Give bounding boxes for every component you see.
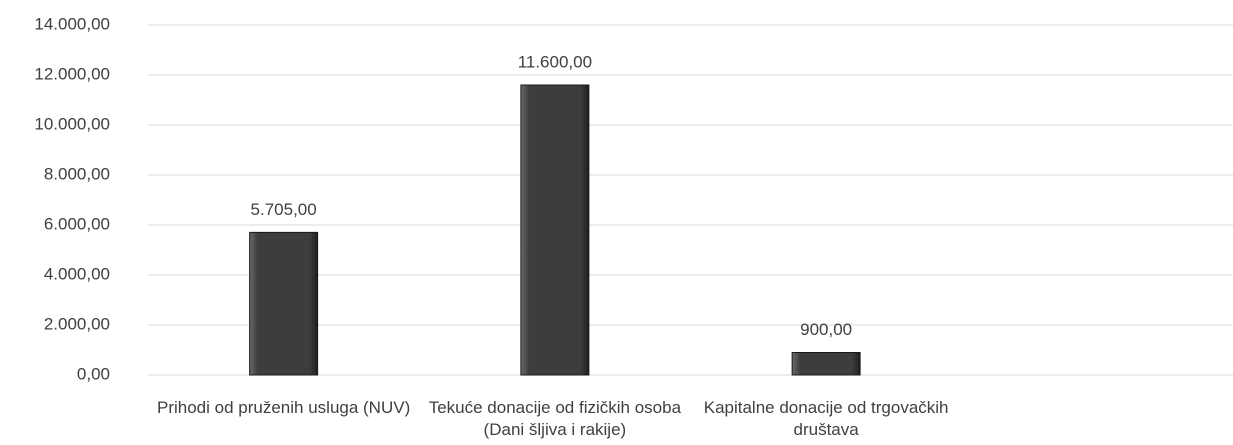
y-tick-label: 8.000,00: [44, 164, 110, 183]
y-tick-label: 0,00: [77, 364, 110, 383]
bar: [249, 231, 319, 376]
y-tick-label: 14.000,00: [34, 14, 110, 33]
bar: [791, 352, 861, 376]
x-tick-label: Tekuće donacije od fizičkih osoba (Dani …: [428, 398, 682, 439]
value-label: 900,00: [800, 320, 852, 339]
x-tick-label: Kapitalne donacije od trgovačkih društav…: [703, 398, 949, 439]
value-label: 11.600,00: [518, 52, 592, 71]
x-tick-label: Prihodi od pruženih usluga (NUV): [157, 398, 411, 417]
y-tick-label: 6.000,00: [44, 214, 110, 233]
y-tick-label: 2.000,00: [44, 314, 110, 333]
value-label: 5.705,00: [251, 200, 317, 219]
y-tick-label: 4.000,00: [44, 264, 110, 283]
y-tick-label: 10.000,00: [34, 114, 110, 133]
y-tick-label: 12.000,00: [34, 64, 110, 83]
bar: [520, 84, 590, 376]
